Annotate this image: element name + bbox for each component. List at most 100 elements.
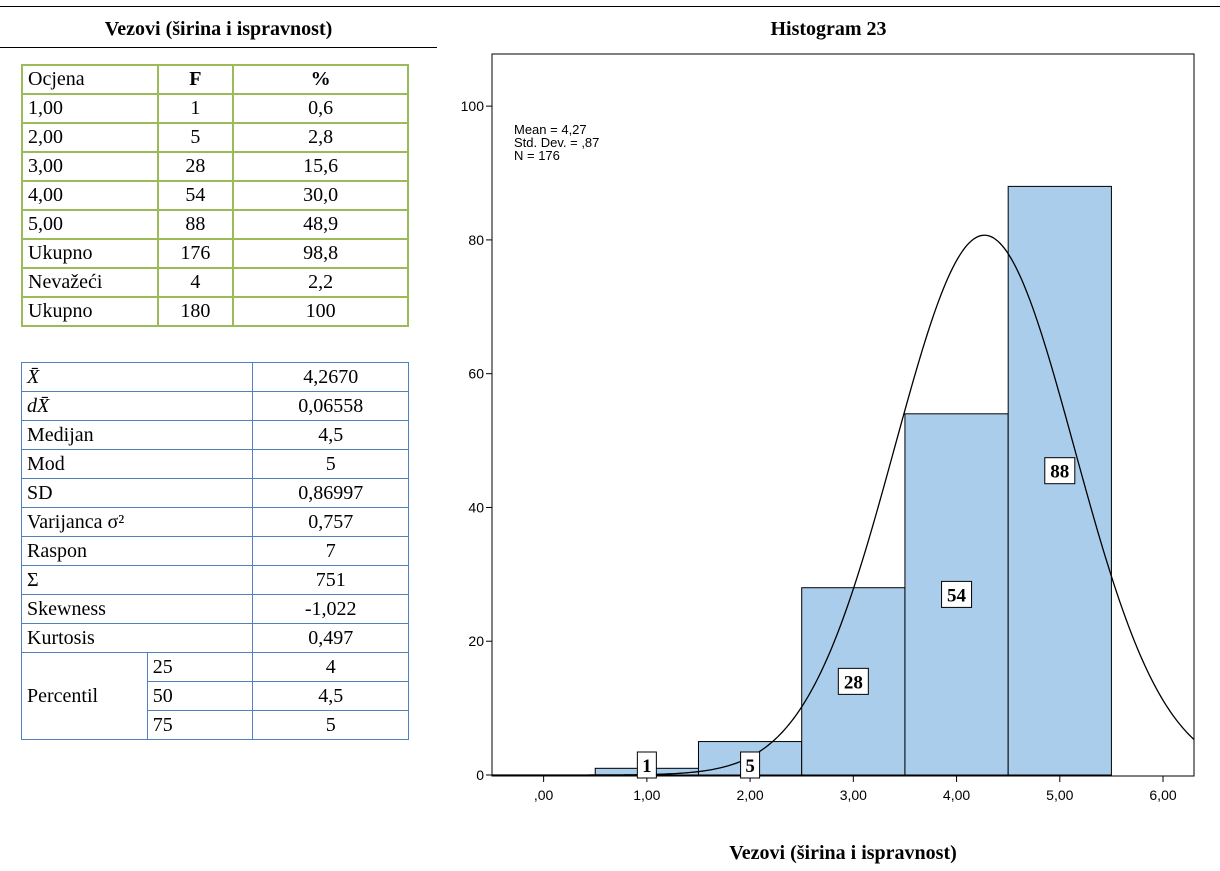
table-row: 5,00 88 48,9 — [21, 209, 409, 240]
y-tick-label: 20 — [468, 633, 484, 649]
table-row: Mod 5 — [20, 449, 409, 479]
stat-label: X̄ — [20, 362, 254, 392]
y-tick-label: 60 — [468, 366, 484, 382]
grade-cell: 1,00 — [21, 93, 159, 124]
stat-value: 0,06558 — [252, 391, 409, 421]
x-tick-label: 2,00 — [736, 787, 763, 803]
table-row: 75 5 — [22, 710, 409, 740]
percent-cell: 98,8 — [232, 238, 409, 269]
stat-label: Mod — [20, 449, 254, 479]
bar-value-box — [941, 580, 973, 608]
frequency-cell: 176 — [156, 238, 235, 269]
grade-cell: Ukupno — [21, 238, 159, 269]
grade-cell: 4,00 — [21, 180, 159, 211]
table-row: 50 4,5 — [22, 681, 409, 711]
x-tick-label: 1,00 — [633, 787, 660, 803]
header-percent: % — [232, 64, 409, 95]
percent-cell: 15,6 — [232, 151, 409, 182]
table-row: Skewness -1,022 — [20, 594, 409, 624]
stat-value: 751 — [252, 565, 409, 595]
x-tick-label: 4,00 — [943, 787, 970, 803]
table-row: Medijan 4,5 — [20, 420, 409, 450]
percent-cell: 30,0 — [232, 180, 409, 211]
stat-value: 5 — [252, 449, 409, 479]
frequency-cell: 28 — [156, 151, 235, 182]
stat-value: -1,022 — [252, 594, 409, 624]
frequency-cell: 88 — [156, 209, 235, 240]
histogram-chart: 0 20 40 60 80 100 ,00 1,00 2,00 3,00 4,00 5,00 6,00 1… — [461, 53, 1195, 864]
percent-cell: 0,6 — [232, 93, 409, 124]
y-tick-label: 40 — [468, 499, 484, 515]
stat-label: Varijanca σ² — [20, 507, 254, 537]
percent-cell: 48,9 — [232, 209, 409, 240]
bar-value-label: 54 — [947, 585, 967, 606]
stat-label: SD — [20, 478, 254, 508]
frequency-header-row: Ocjena F % — [21, 64, 409, 95]
stats-annotation: Std. Dev. = ,87 — [514, 135, 599, 150]
normal-curve — [492, 234, 1195, 776]
table-row: Raspon 7 — [20, 536, 409, 566]
percentile-value: 5 — [252, 710, 409, 740]
bar-value-box — [636, 751, 657, 779]
percent-cell: 2,8 — [232, 122, 409, 153]
percent-cell: 100 — [232, 296, 409, 327]
grade-cell: 5,00 — [21, 209, 159, 240]
table-row: Ukupno 180 100 — [21, 296, 409, 327]
table-row: 4,00 54 30,0 — [21, 180, 409, 211]
x-tick-label: 3,00 — [840, 787, 867, 803]
grade-cell: 2,00 — [21, 122, 159, 153]
grade-cell: Nevažeći — [21, 267, 159, 298]
frequency-cell: 4 — [156, 267, 235, 298]
frequency-cell: 1 — [156, 93, 235, 124]
table-row: 3,00 28 15,6 — [21, 151, 409, 182]
frequency-table: Ocjena F % 1,00 1 0,6 2,00 5 2,8 3,00 28… — [21, 64, 409, 327]
chart-title: Histogram 23 — [770, 18, 887, 40]
stat-value: 0,86997 — [252, 478, 409, 508]
percentile-value: 4,5 — [252, 681, 409, 711]
bar-value-label: 5 — [745, 756, 755, 777]
x-tick-label: 5,00 — [1046, 787, 1073, 803]
stat-value: 4,5 — [252, 420, 409, 450]
stats-annotation: N = 176 — [514, 148, 560, 163]
x-tick-label: ,00 — [534, 787, 554, 803]
percentile-rank: 50 — [146, 681, 254, 711]
statistics-table: X̄ 4,2670 dX̄ 0,06558 Medijan 4,5 Mod 5 … — [20, 362, 409, 740]
stat-label: dX̄ — [20, 391, 254, 421]
table-row: Percentil 25 4 — [21, 652, 409, 740]
table-row: dX̄ 0,06558 — [20, 391, 409, 421]
stat-label: Kurtosis — [20, 623, 254, 653]
frequency-cell: 54 — [156, 180, 235, 211]
y-tick-label: 80 — [468, 232, 484, 248]
percentile-rank: 25 — [146, 652, 254, 682]
bar-value-box — [1044, 457, 1076, 485]
table-row: Varijanca σ² 0,757 — [20, 507, 409, 537]
table-row: 1,00 1 0,6 — [21, 93, 409, 124]
table-row: X̄ 4,2670 — [20, 362, 409, 392]
x-tick-label: 6,00 — [1149, 787, 1176, 803]
table-row: Ukupno 176 98,8 — [21, 238, 409, 269]
stats-annotation: Mean = 4,27 — [514, 122, 587, 137]
percentile-rank: 75 — [146, 710, 254, 740]
frequency-cell: 180 — [156, 296, 235, 327]
table-row: Σ 751 — [20, 565, 409, 595]
bar-value-label: 28 — [844, 672, 863, 693]
frequency-cell: 5 — [156, 122, 235, 153]
table-row: SD 0,86997 — [20, 478, 409, 508]
stat-label: Raspon — [20, 536, 254, 566]
table-row: 2,00 5 2,8 — [21, 122, 409, 153]
header-ocjena: Ocjena — [21, 64, 159, 95]
stat-label: Medijan — [20, 420, 254, 450]
y-tick-label: 0 — [476, 767, 484, 783]
stat-value: 7 — [252, 536, 409, 566]
bar-value-box — [837, 667, 869, 695]
percent-cell: 2,2 — [232, 267, 409, 298]
x-axis-title: Vezovi (širina i ispravnost) — [729, 842, 957, 864]
top-rule — [0, 6, 1220, 7]
title-rule — [0, 47, 437, 48]
y-tick-label: 100 — [461, 98, 485, 114]
percentil-label: Percentil — [21, 652, 148, 740]
stat-label: Σ — [20, 565, 254, 595]
bar-value-label: 1 — [642, 756, 652, 777]
grade-cell: 3,00 — [21, 151, 159, 182]
stat-value: 4,2670 — [252, 362, 409, 392]
